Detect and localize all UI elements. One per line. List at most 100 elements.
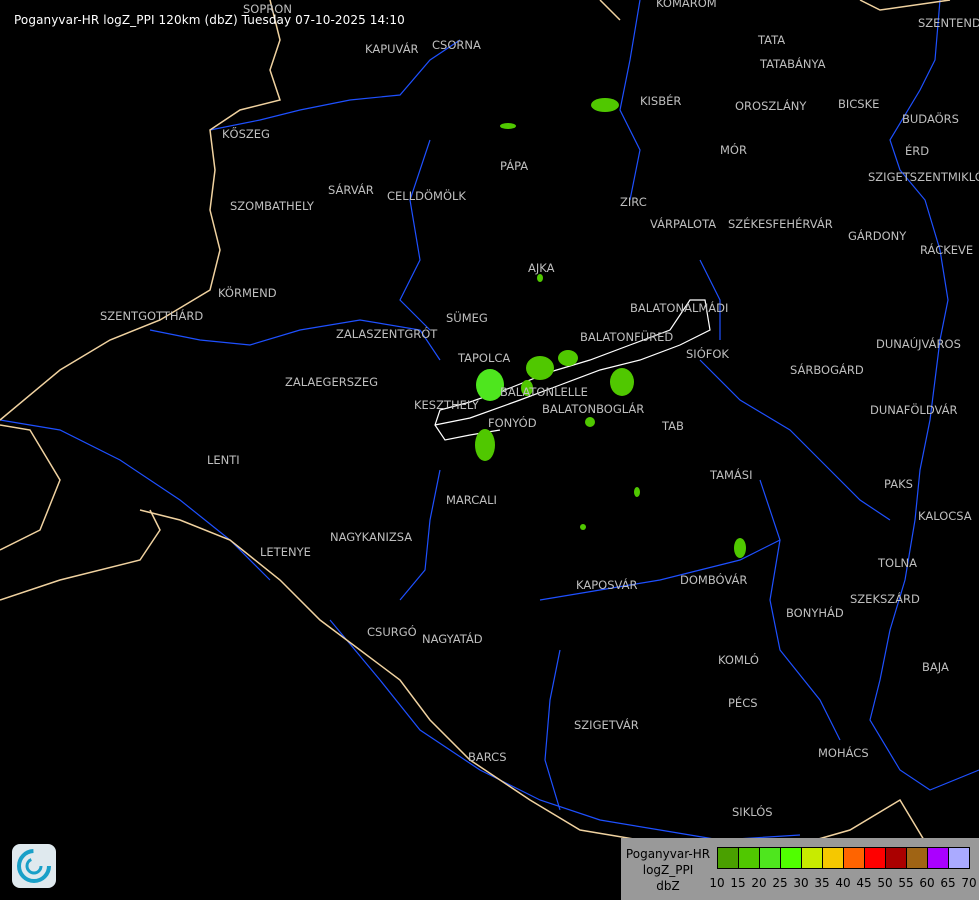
- city-label: KOMLÓ: [718, 653, 759, 667]
- legend-swatch: [781, 848, 802, 868]
- legend-tick-label: 65: [940, 876, 956, 890]
- city-label: KESZTHELY: [414, 398, 479, 412]
- river-danube: [869, 0, 979, 791]
- city-label: DUNAFÖLDVÁR: [870, 403, 958, 417]
- legend-swatch: [718, 848, 739, 868]
- border-slovakia: [599, 0, 951, 21]
- legend-swatch: [802, 848, 823, 868]
- river-sio: [699, 359, 891, 521]
- city-label: FONYÓD: [488, 416, 537, 430]
- border-austria: [0, 0, 281, 421]
- city-label: SOPRON: [243, 2, 292, 16]
- legend-radar-name: Poganyvar-HR: [625, 847, 711, 861]
- city-label: SZIGETVÁR: [574, 718, 639, 732]
- city-label: TAB: [662, 419, 684, 433]
- legend-tick-label: 40: [835, 876, 851, 890]
- city-label: TATA: [758, 33, 786, 47]
- city-label: KAPUVÁR: [365, 42, 419, 56]
- city-label: BONYHÁD: [786, 606, 844, 620]
- city-label: SIÓFOK: [686, 347, 729, 361]
- border-croatia: [139, 509, 931, 900]
- city-label: DOMBÓVÁR: [680, 573, 748, 587]
- legend-swatch: [844, 848, 865, 868]
- weather-service-logo-icon: [12, 844, 56, 888]
- city-label: DUNAÚJVÁROS: [876, 337, 961, 351]
- city-label: VÁRPALOTA: [650, 217, 717, 231]
- city-label: KOMÁROM: [656, 0, 717, 10]
- borders: [0, 0, 951, 900]
- legend-tick-label: 10: [709, 876, 725, 890]
- legend-tick-label: 45: [856, 876, 872, 890]
- legend-swatch: [907, 848, 928, 868]
- legend-unit: dbZ: [656, 879, 680, 893]
- city-label: BALATONLELLE: [500, 385, 588, 399]
- city-label: SZENTGOTTHÁRD: [100, 309, 204, 323]
- river-raba: [209, 39, 461, 131]
- city-label: NAGYATÁD: [422, 632, 483, 646]
- city-label: TOLNA: [878, 556, 917, 570]
- city-label: SZIGETSZENTMIKLÓS: [868, 170, 979, 184]
- color-legend: Poganyvar-HR logZ_PPI dbZ 10 15 20 25 30 35 40…: [621, 838, 979, 900]
- city-label: ZIRC: [620, 195, 647, 209]
- city-label: ZALASZENTGRÓT: [336, 327, 438, 341]
- city-label: SZEKSZÁRD: [850, 592, 920, 606]
- city-label: KALOCSA: [918, 509, 972, 523]
- city-label: KAPOSVÁR: [576, 578, 638, 592]
- legend-swatch: [886, 848, 907, 868]
- legend-tick-label: 15: [730, 876, 746, 890]
- city-label: KÖRMEND: [218, 286, 277, 300]
- city-label: BALATONBOGLÁR: [542, 402, 645, 416]
- radar-echo: [734, 538, 746, 558]
- radar-echo: [476, 369, 504, 401]
- lake-balaton-outline: [434, 299, 711, 441]
- city-label: AJKA: [528, 261, 555, 275]
- legend-swatch: [949, 848, 969, 868]
- radar-echo: [634, 487, 640, 497]
- city-label: SÁRBOGÁRD: [790, 363, 864, 377]
- radar-echo: [591, 98, 619, 112]
- legend-tick-label: 20: [751, 876, 767, 890]
- radar-echo: [610, 368, 634, 396]
- city-label: BICSKE: [838, 97, 880, 111]
- city-label: CSORNA: [432, 38, 481, 52]
- city-label: MÓR: [720, 143, 747, 157]
- radar-echo: [521, 380, 533, 396]
- river-drava: [329, 619, 801, 841]
- radar-title: Poganyvar-HR logZ_PPI 120km (dbZ) Tuesda…: [14, 13, 405, 27]
- city-label: MOHÁCS: [818, 746, 869, 760]
- legend-swatch: [865, 848, 886, 868]
- city-label: LETENYE: [260, 545, 311, 559]
- legend-tick-label: 30: [793, 876, 809, 890]
- city-label: SÜMEG: [446, 311, 488, 325]
- city-label: CELLDÖMÖLK: [387, 189, 466, 203]
- rivers: [0, 0, 979, 841]
- city-label: ÉRD: [905, 144, 930, 158]
- city-label: BALATONFÜRED: [580, 330, 674, 344]
- city-label: TAMÁSI: [710, 468, 753, 482]
- legend-tick-label: 25: [772, 876, 788, 890]
- city-label: LENTI: [207, 453, 240, 467]
- city-label: KŐSZEG: [222, 127, 270, 141]
- legend-tick-label: 50: [877, 876, 893, 890]
- radar-echo: [537, 274, 543, 282]
- city-label: BAJA: [922, 660, 949, 674]
- city-label: NAGYKANIZSA: [330, 530, 413, 544]
- river-zala: [149, 319, 441, 361]
- legend-tick-label: 35: [814, 876, 830, 890]
- city-label: CSURGÓ: [367, 625, 417, 639]
- radar-echo: [585, 417, 595, 427]
- radar-echo: [526, 356, 554, 380]
- radar-echo: [558, 350, 578, 366]
- legend-tick-label: 55: [898, 876, 914, 890]
- city-label: OROSZLÁNY: [735, 99, 807, 113]
- city-label: TAPOLCA: [458, 351, 511, 365]
- city-label: KISBÉR: [640, 94, 682, 108]
- city-label: ZALAEGERSZEG: [285, 375, 379, 389]
- radar-echo: [580, 524, 586, 530]
- city-label: RÁCKEVE: [920, 243, 974, 257]
- radar-echoes: [475, 98, 746, 558]
- radar-echo: [500, 123, 516, 129]
- legend-product: logZ_PPI: [642, 863, 694, 877]
